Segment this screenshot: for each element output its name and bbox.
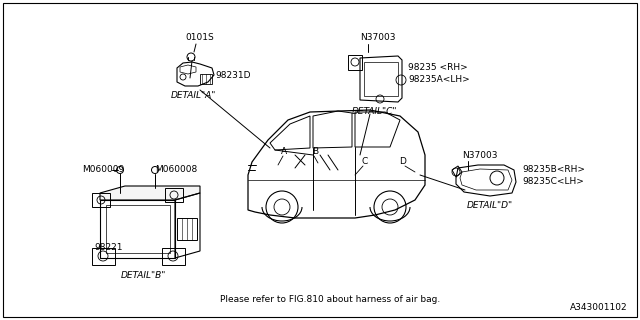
Text: 98221: 98221 bbox=[94, 244, 122, 252]
Text: DETAIL"C": DETAIL"C" bbox=[352, 108, 397, 116]
Text: A343001102: A343001102 bbox=[570, 303, 628, 312]
Text: 0101S: 0101S bbox=[186, 34, 214, 43]
Bar bbox=[106, 205, 170, 253]
Text: M060009: M060009 bbox=[82, 165, 124, 174]
Text: B: B bbox=[312, 148, 318, 156]
Text: 98235A<LH>: 98235A<LH> bbox=[408, 76, 470, 84]
Text: N37003: N37003 bbox=[462, 150, 497, 159]
Text: N37003: N37003 bbox=[360, 34, 396, 43]
Text: 98231D: 98231D bbox=[215, 71, 250, 81]
Text: DETAIL"D": DETAIL"D" bbox=[467, 201, 513, 210]
Text: Please refer to FIG.810 about harness of air bag.: Please refer to FIG.810 about harness of… bbox=[220, 295, 440, 305]
Text: C: C bbox=[362, 157, 368, 166]
Text: DETAIL"A": DETAIL"A" bbox=[170, 92, 216, 100]
Bar bbox=[200, 74, 212, 84]
Text: DETAIL"B": DETAIL"B" bbox=[120, 270, 166, 279]
Bar bbox=[364, 62, 398, 96]
Polygon shape bbox=[100, 186, 200, 200]
Text: A: A bbox=[281, 148, 287, 156]
Text: 98235C<LH>: 98235C<LH> bbox=[522, 178, 584, 187]
Text: 98235 <RH>: 98235 <RH> bbox=[408, 63, 468, 73]
Text: 98235B<RH>: 98235B<RH> bbox=[522, 165, 585, 174]
Text: M060008: M060008 bbox=[155, 165, 197, 174]
Bar bbox=[177, 218, 197, 240]
Text: D: D bbox=[399, 157, 406, 166]
